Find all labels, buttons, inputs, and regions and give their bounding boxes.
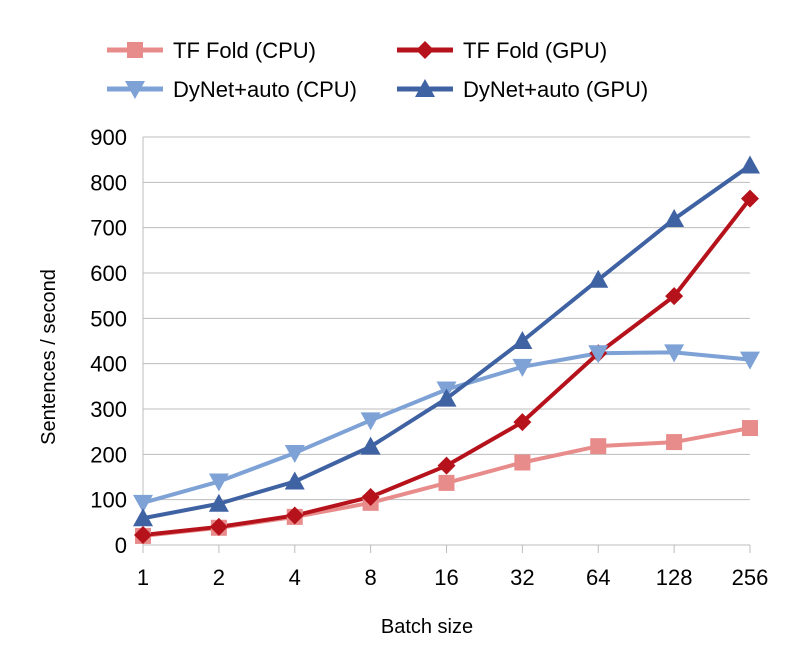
data-point-tf-fold-gpu <box>437 456 456 475</box>
data-point-tf-fold-cpu <box>438 474 455 491</box>
data-point-dynet-auto-cpu <box>133 494 153 513</box>
y-tick-label: 0 <box>115 533 127 558</box>
y-tick-label: 100 <box>90 488 127 513</box>
x-tick-label: 2 <box>213 565 225 590</box>
y-tick-label: 500 <box>90 306 127 331</box>
data-point-dynet-auto-gpu <box>436 388 457 407</box>
x-tick-label: 64 <box>586 565 610 590</box>
data-point-dynet-auto-gpu <box>664 209 685 228</box>
x-tick-label: 256 <box>732 565 769 590</box>
data-point-tf-fold-gpu <box>361 487 380 506</box>
legend-swatch-marker <box>416 41 434 59</box>
data-point-tf-fold-gpu <box>741 189 759 208</box>
data-point-tf-fold-cpu <box>742 420 758 437</box>
x-tick-label: 1 <box>137 565 149 590</box>
data-point-tf-fold-cpu <box>514 454 531 471</box>
data-point-dynet-auto-cpu <box>740 351 760 370</box>
data-point-dynet-auto-gpu <box>133 508 153 527</box>
legend-swatch-marker <box>125 81 145 99</box>
data-point-dynet-auto-gpu <box>512 331 533 349</box>
y-axis-title: Sentences / second <box>38 269 60 445</box>
x-tick-label: 8 <box>365 565 377 590</box>
data-point-tf-fold-gpu <box>285 506 304 525</box>
y-tick-label: 700 <box>90 216 127 241</box>
data-point-dynet-auto-gpu <box>740 155 760 174</box>
y-tick-label: 900 <box>90 125 127 150</box>
data-point-dynet-auto-cpu <box>284 444 305 463</box>
legend-label: DyNet+auto (CPU) <box>173 77 357 102</box>
legend-item-dynet-auto-cpu: DyNet+auto (CPU) <box>107 77 357 102</box>
legend-item-dynet-auto-gpu: DyNet+auto (GPU) <box>397 77 648 102</box>
axes: 0 100 200 300 400 500 600 700 800 900 1 2 4 8 16 32 64 12… <box>90 125 768 590</box>
legend-swatch-marker <box>415 79 435 97</box>
x-axis-title: Batch size <box>381 616 473 638</box>
y-tick-label: 800 <box>90 170 127 195</box>
legend: TF Fold (CPU) TF Fold (GPU) DyNet+auto (CP… <box>107 38 648 102</box>
data-point-tf-fold-cpu <box>590 438 607 455</box>
x-tick-label: 4 <box>289 565 301 590</box>
data-point-tf-fold-gpu <box>209 517 228 536</box>
gridlines <box>143 136 750 546</box>
legend-item-tf-fold-gpu: TF Fold (GPU) <box>397 38 607 63</box>
x-tick-label: 32 <box>510 565 534 590</box>
data-point-dynet-auto-cpu <box>360 412 381 431</box>
legend-label: DyNet+auto (GPU) <box>463 77 648 102</box>
y-tick-label: 600 <box>90 261 127 286</box>
data-point-tf-fold-gpu <box>134 526 152 545</box>
y-tick-label: 300 <box>90 397 127 422</box>
data-point-dynet-auto-gpu <box>360 436 381 455</box>
data-point-tf-fold-gpu <box>665 287 684 306</box>
data-point-dynet-auto-gpu <box>588 269 609 288</box>
data-point-tf-fold-cpu <box>666 434 683 451</box>
data-point-dynet-auto-gpu <box>208 493 229 512</box>
data-point-dynet-auto-gpu <box>284 471 305 490</box>
y-tick-label: 400 <box>90 352 127 377</box>
data-point-dynet-auto-cpu <box>208 473 229 492</box>
x-tick-label: 128 <box>656 565 693 590</box>
series-markers <box>133 155 760 545</box>
data-point-dynet-auto-cpu <box>664 344 685 363</box>
legend-label: TF Fold (GPU) <box>463 38 607 63</box>
legend-swatch-marker <box>127 42 143 58</box>
y-tick-label: 200 <box>90 442 127 467</box>
x-tick-label: 16 <box>434 565 458 590</box>
data-point-dynet-auto-cpu <box>512 358 533 377</box>
legend-label: TF Fold (CPU) <box>173 38 316 63</box>
legend-item-tf-fold-cpu: TF Fold (CPU) <box>107 38 316 63</box>
data-point-tf-fold-gpu <box>513 413 532 432</box>
data-point-dynet-auto-cpu <box>588 345 609 364</box>
